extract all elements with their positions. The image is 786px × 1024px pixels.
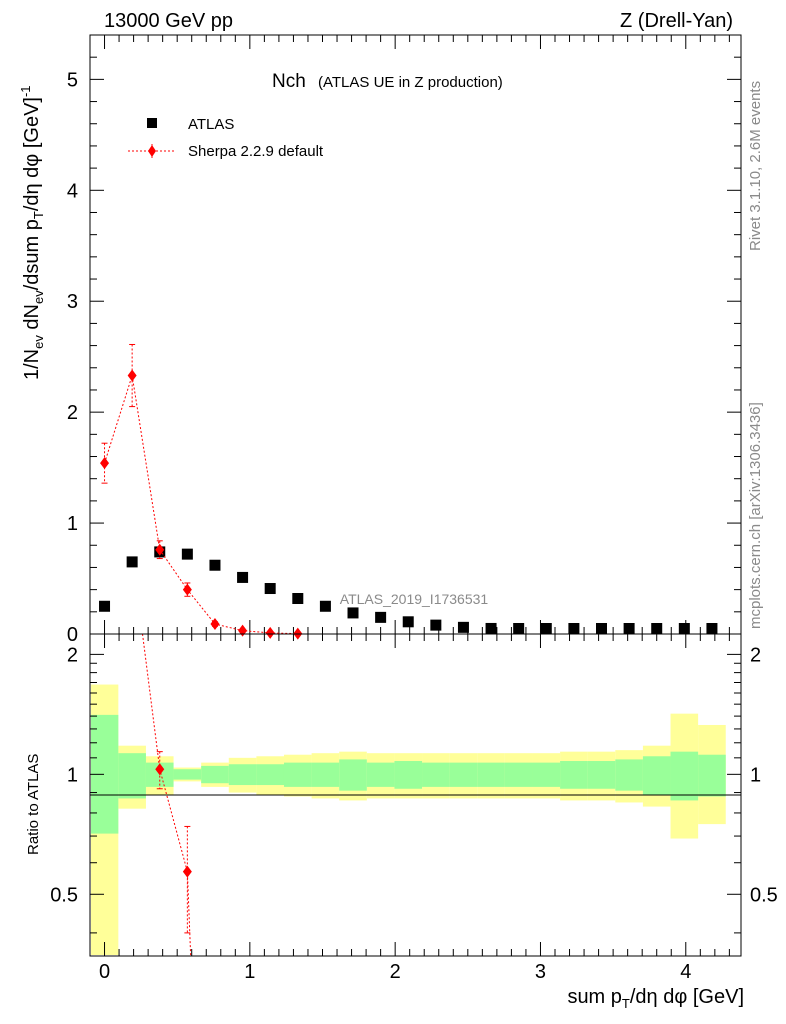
ratio-band-inner [670,751,699,801]
atlas-point [568,623,580,634]
ratio-band-inner [449,762,478,787]
ratio-ticks: 0 1 2 3 4 0.5 0.5 1 1 2 2 [50,634,778,983]
ratio-band-inner [394,761,423,789]
ratio-band-inner [422,762,450,787]
ratio-band-inner [560,761,588,789]
atlas-point [623,623,635,634]
ratio-y-tick-label: 1 [67,764,78,786]
x-axis-title: sum pT/dη dφ [GeV] [567,986,744,1011]
legend-sherpa-label: Sherpa 2.2.9 default [188,143,324,160]
legend-title-main: Nch [272,71,306,92]
ratio-y-tick-label-right: 1 [750,764,761,786]
atlas-point [485,622,497,634]
ratio-band-inner [504,762,533,787]
ratio-y-tick-label: 2 [67,644,78,666]
atlas-point [678,623,690,634]
main-marks [99,343,718,640]
atlas-point [209,559,221,571]
atlas-point [264,583,276,595]
legend-atlas-label: ATLAS [188,116,234,133]
sherpa-point [100,457,110,470]
legend-atlas-marker [147,118,157,128]
atlas-point [430,619,442,631]
sherpa-point [265,626,275,639]
atlas-point [126,556,138,568]
main-y-tick-label: 3 [67,291,78,313]
ratio-band-inner [532,762,561,787]
ratio-panel: 0 1 2 3 4 0.5 0.5 1 1 2 2 [50,633,778,983]
x-tick-label: 0 [99,961,110,983]
ratio-band-inner [477,762,505,787]
atlas-point [596,623,607,634]
ratio-frame [89,633,742,957]
main-panel: 0 1 2 3 4 5 [67,34,742,646]
atlas-point [292,593,304,605]
mcplots-label: mcplots.cern.ch [arXiv:1306.3436] [747,402,764,629]
atlas-point [402,616,414,628]
atlas-point [181,548,193,560]
rivet-label: Rivet 3.1.10, 2.6M events [747,81,764,251]
x-tick-label: 3 [535,961,546,983]
ratio-y-tick-label-right: 0.5 [750,884,778,906]
x-tick-label: 2 [390,961,401,983]
sherpa-point [210,618,220,631]
ratio-band-inner [339,759,367,791]
header-right: Z (Drell-Yan) [620,10,733,32]
ratio-marks [142,634,192,956]
ratio-sherpa-group [142,634,192,956]
ratio-band-inner [201,765,229,784]
atlas-point [375,611,387,623]
ratio-band-inner [366,762,395,787]
main-y-tick-label: 4 [67,180,78,202]
x-tick-label: 4 [680,961,691,983]
ratio-band-inner [615,759,643,791]
legend-sherpa-marker [148,145,156,157]
ratio-band-inner [698,754,726,797]
sherpa-point [238,624,248,637]
header-left: 13000 GeV pp [104,10,233,32]
sherpa-point [127,369,137,382]
ratio-band-inner [173,769,202,780]
main-y-tick-label: 5 [67,69,78,91]
ratio-band-inner [283,762,312,787]
main-y-tick-label: 0 [67,624,78,646]
ratio-band-inner [642,756,671,795]
ratio-bands [91,684,726,955]
x-tick-label: 1 [244,961,255,983]
y-axis-title-main: 1/Nev dNev/dsum pT/dη dφ [GeV]-1 [18,85,46,380]
main-ticks: 0 1 2 3 4 5 [67,34,741,646]
ratio-y-tick-label-right: 2 [750,644,761,666]
atlas-point [513,623,525,634]
ratio-sherpa-point [155,763,165,776]
sherpa-point [155,543,165,556]
legend: Nch (ATLAS UE in Z production) ATLAS She… [128,71,503,160]
ratio-band-inner [228,764,257,786]
ratio-sherpa-point [182,865,192,878]
sherpa-line [104,375,298,635]
legend-title-sub: (ATLAS UE in Z production) [318,74,503,91]
atlas-point [237,571,249,583]
main-y-tick-label: 2 [67,402,78,424]
main-y-tick-label: 1 [67,513,78,535]
atlas-point [457,621,469,633]
ratio-y-tick-label: 0.5 [50,884,78,906]
watermark: ATLAS_2019_I1736531 [340,591,489,607]
atlas-point [651,623,663,634]
sherpa-point [182,583,192,596]
ratio-band-inner [118,753,146,799]
ratio-band-inner [587,761,616,789]
ratio-band-inner [256,764,284,786]
atlas-point [319,600,331,612]
atlas-point [347,607,359,619]
atlas-point [99,600,111,612]
ratio-band-inner [311,762,340,787]
atlas-point [706,623,718,634]
atlas-point [540,623,552,634]
y-axis-title-ratio: Ratio to ATLAS [25,754,42,855]
